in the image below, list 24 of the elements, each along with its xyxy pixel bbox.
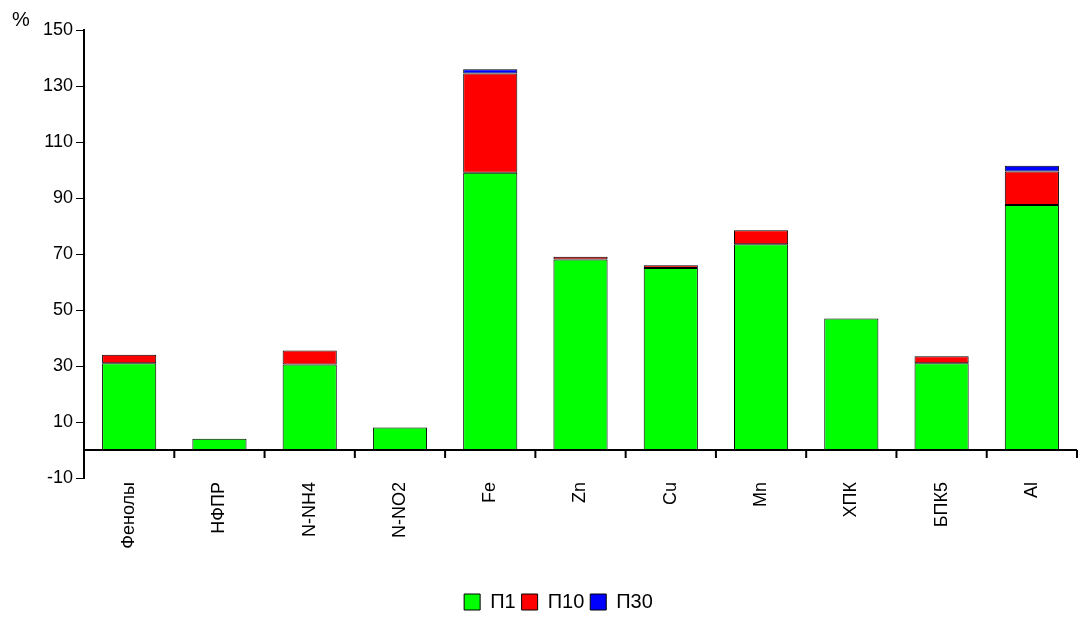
y-tick-label: 50 [53, 298, 74, 319]
y-tick-label: 30 [53, 354, 74, 375]
x-tick-label: Zn [569, 482, 590, 504]
x-tick-label: НФПР [208, 482, 229, 534]
x-tick-label: БПК5 [930, 482, 951, 528]
x-tick-label: Fe [479, 482, 500, 504]
y-tick-label: 70 [53, 242, 74, 263]
x-tick-label: N-NO2 [388, 482, 409, 539]
x-tick-label: Al [1020, 482, 1041, 499]
x-tick-label: ХПК [840, 481, 861, 518]
y-tick-label: 150 [42, 18, 74, 39]
y-tick-label: 90 [53, 186, 74, 207]
legend-label: П30 [616, 589, 653, 612]
y-tick-label: 10 [53, 410, 74, 431]
x-tick-label: Фенолы [118, 482, 139, 549]
y-tick-label: 110 [44, 130, 74, 151]
x-tick-label: Cu [659, 482, 680, 506]
y-axis-title: % [12, 7, 30, 30]
y-tick-label: 130 [42, 74, 74, 95]
x-tick-label: Mn [750, 482, 771, 508]
legend-label: П1 [490, 589, 516, 612]
x-tick-label: N-NH4 [298, 482, 319, 538]
y-tick-label: -10 [47, 466, 74, 487]
legend-label: П10 [547, 589, 585, 612]
